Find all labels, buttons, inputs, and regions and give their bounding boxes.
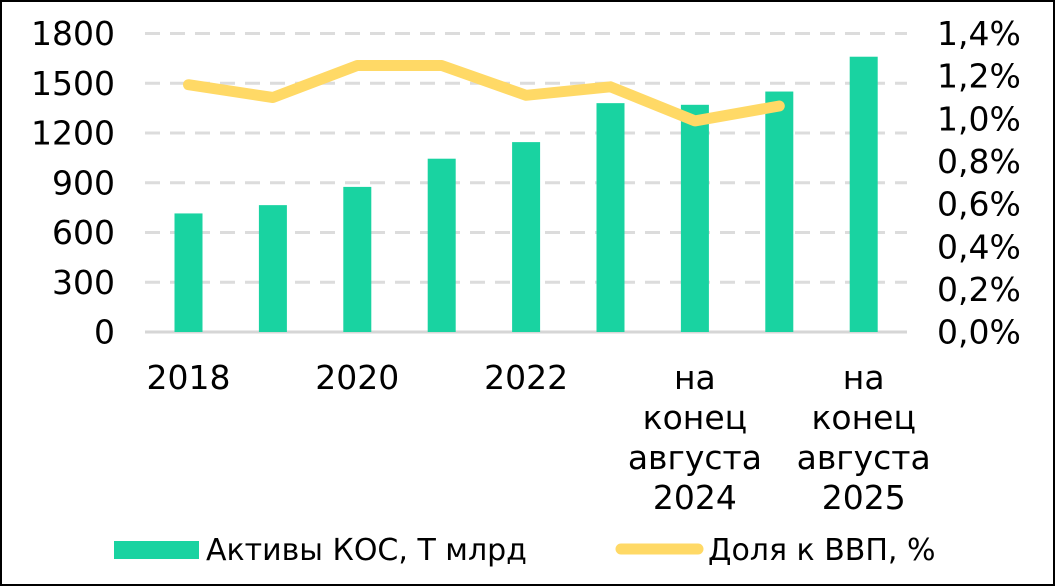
bar-2: [343, 186, 372, 332]
bar-3: [427, 158, 456, 332]
right-tick-3: 0,6%: [937, 185, 1021, 224]
x-axis-labels: 2018 2020 2022 на конец августа 2024 на конец авг…: [147, 358, 931, 517]
gdp-line: [183, 60, 785, 127]
left-tick-600: 600: [52, 213, 115, 252]
bar-5: [596, 103, 625, 333]
legend-label-gdp: Доля к ВВП, %: [708, 533, 936, 568]
legend-bar-swatch: [114, 541, 199, 559]
bar-0: [174, 213, 203, 332]
bar-series-assets: [174, 56, 878, 333]
left-tick-900: 900: [52, 163, 115, 202]
bar-1: [258, 205, 287, 332]
bar-7: [765, 91, 794, 333]
right-tick-2: 0,4%: [937, 227, 1021, 266]
left-tick-1200: 1200: [31, 114, 115, 153]
left-tick-0: 0: [94, 313, 115, 352]
bar-6: [680, 104, 709, 332]
right-axis-tick-labels: 0,0% 0,2% 0,4%0,6% 0,8% 1,0%1,2% 1,4%: [937, 14, 1021, 352]
right-tick-7: 1,4%: [937, 14, 1021, 53]
x-label-4: 2022: [484, 358, 568, 397]
x-label-8: на конец августа 2025: [797, 358, 931, 517]
legend: Активы КОС, Т млрд Доля к ВВП, %: [114, 533, 936, 568]
legend-label-assets: Активы КОС, Т млрд: [206, 533, 527, 568]
left-tick-1500: 1500: [31, 64, 115, 103]
x-label-6: на конец августа 2024: [628, 358, 762, 517]
line-series-gdp-share: [183, 60, 785, 127]
left-tick-300: 300: [52, 263, 115, 302]
right-tick-5: 1,0%: [937, 99, 1021, 138]
left-axis-tick-labels: 0 300 600 900 1200 1500 1800: [31, 14, 115, 352]
right-tick-4: 0,8%: [937, 142, 1021, 181]
left-tick-1800: 1800: [31, 14, 115, 53]
x-label-2: 2020: [315, 358, 399, 397]
bar-8: [849, 56, 878, 332]
right-tick-1: 0,2%: [937, 270, 1021, 309]
bar-4: [512, 142, 541, 332]
right-tick-0: 0,0%: [937, 313, 1021, 352]
right-tick-6: 1,2%: [937, 57, 1021, 96]
x-label-0: 2018: [147, 358, 231, 397]
